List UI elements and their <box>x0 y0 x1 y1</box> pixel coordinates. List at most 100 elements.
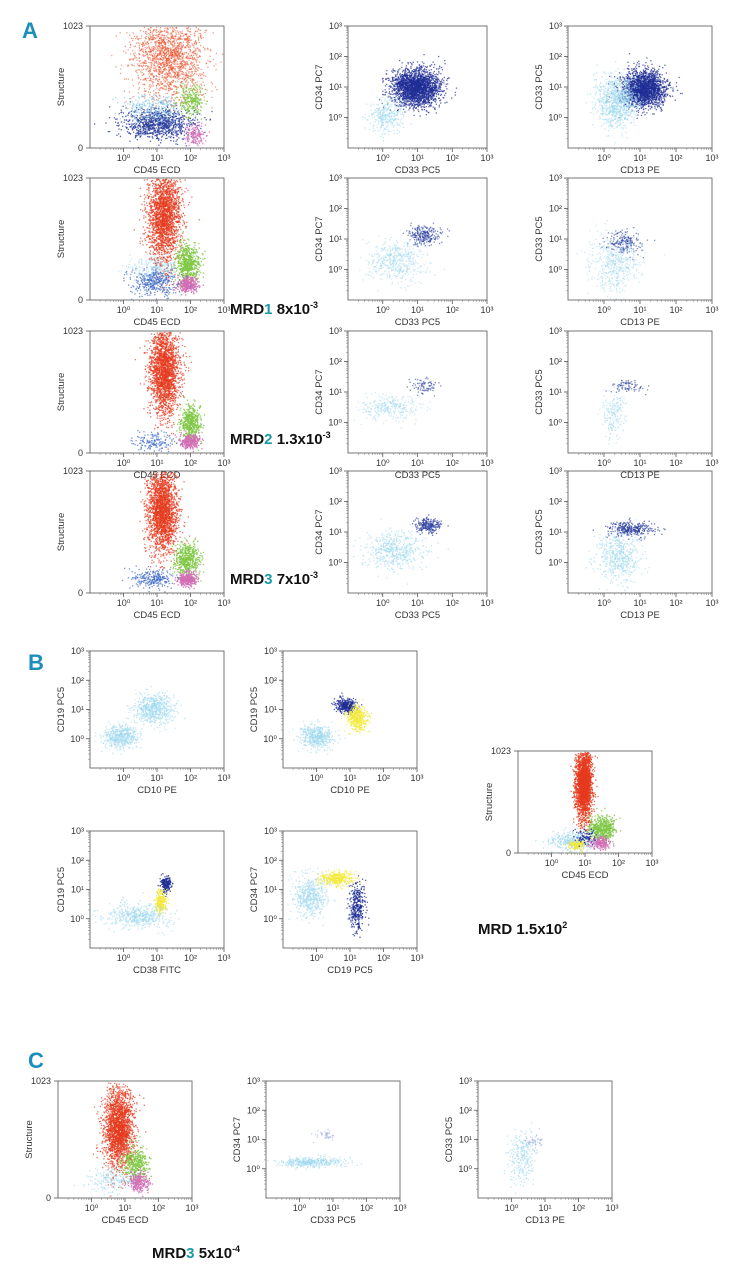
population-0 <box>111 26 224 129</box>
point <box>136 139 138 141</box>
point <box>132 120 134 122</box>
point <box>200 105 202 107</box>
point <box>161 46 163 48</box>
point <box>144 40 146 42</box>
point <box>175 140 177 142</box>
point <box>196 97 198 99</box>
point <box>127 107 129 110</box>
point <box>392 68 394 70</box>
point <box>173 61 175 63</box>
point <box>167 37 169 39</box>
point <box>403 87 405 89</box>
point <box>188 88 190 90</box>
point <box>170 43 172 45</box>
point <box>158 59 160 61</box>
point <box>185 33 187 35</box>
point <box>174 58 176 60</box>
point <box>164 80 167 82</box>
point <box>181 123 183 125</box>
point <box>204 124 207 126</box>
point <box>182 90 184 92</box>
point <box>170 83 172 85</box>
point <box>189 78 191 80</box>
point <box>190 114 193 116</box>
point <box>176 51 178 53</box>
point <box>128 91 130 93</box>
point <box>143 61 145 64</box>
point <box>142 129 144 131</box>
point <box>158 113 160 115</box>
point <box>159 57 161 59</box>
point <box>155 61 157 63</box>
point <box>115 118 117 120</box>
point <box>424 79 426 81</box>
point <box>425 71 427 73</box>
point <box>178 125 181 127</box>
point <box>156 41 158 43</box>
point <box>126 32 128 34</box>
point <box>182 126 185 129</box>
point <box>196 128 199 130</box>
point <box>152 78 154 80</box>
point <box>153 130 156 132</box>
point <box>155 57 158 59</box>
point <box>155 34 158 36</box>
point <box>171 33 173 35</box>
point <box>410 100 412 102</box>
point <box>174 102 176 104</box>
point <box>422 102 424 104</box>
point <box>165 62 168 64</box>
point <box>196 30 198 32</box>
point <box>159 87 161 90</box>
point <box>167 119 169 121</box>
point <box>173 91 176 93</box>
point <box>160 122 162 124</box>
point <box>170 49 172 52</box>
point <box>184 86 186 88</box>
point <box>146 41 149 44</box>
point <box>199 133 201 135</box>
point <box>159 114 161 116</box>
point <box>193 110 196 112</box>
point <box>191 131 193 133</box>
point <box>141 103 143 106</box>
point <box>181 52 183 55</box>
point <box>426 82 428 84</box>
point <box>164 118 166 120</box>
point <box>407 91 410 93</box>
point <box>140 37 142 40</box>
point <box>434 74 436 76</box>
point <box>433 98 435 101</box>
point <box>393 70 396 72</box>
point <box>170 100 172 102</box>
point <box>175 105 177 107</box>
point <box>143 103 145 105</box>
point <box>182 120 184 122</box>
point <box>163 62 166 64</box>
point <box>134 121 136 124</box>
point <box>178 74 180 76</box>
point <box>167 118 169 121</box>
point <box>168 120 170 122</box>
point <box>197 101 199 103</box>
point <box>138 53 140 55</box>
point <box>147 36 149 38</box>
point <box>422 92 424 94</box>
point <box>144 49 147 51</box>
point <box>171 128 173 130</box>
point <box>173 112 175 114</box>
point <box>129 59 131 61</box>
point <box>430 103 432 105</box>
point <box>165 71 168 74</box>
point <box>425 106 427 108</box>
point <box>195 99 197 101</box>
point <box>199 90 201 92</box>
point <box>130 126 132 128</box>
point <box>162 126 165 128</box>
point <box>134 125 136 128</box>
point <box>164 85 166 87</box>
point <box>162 128 164 130</box>
point <box>183 60 185 62</box>
point <box>201 102 203 104</box>
x-tick-label: 10⁰ <box>117 153 131 163</box>
